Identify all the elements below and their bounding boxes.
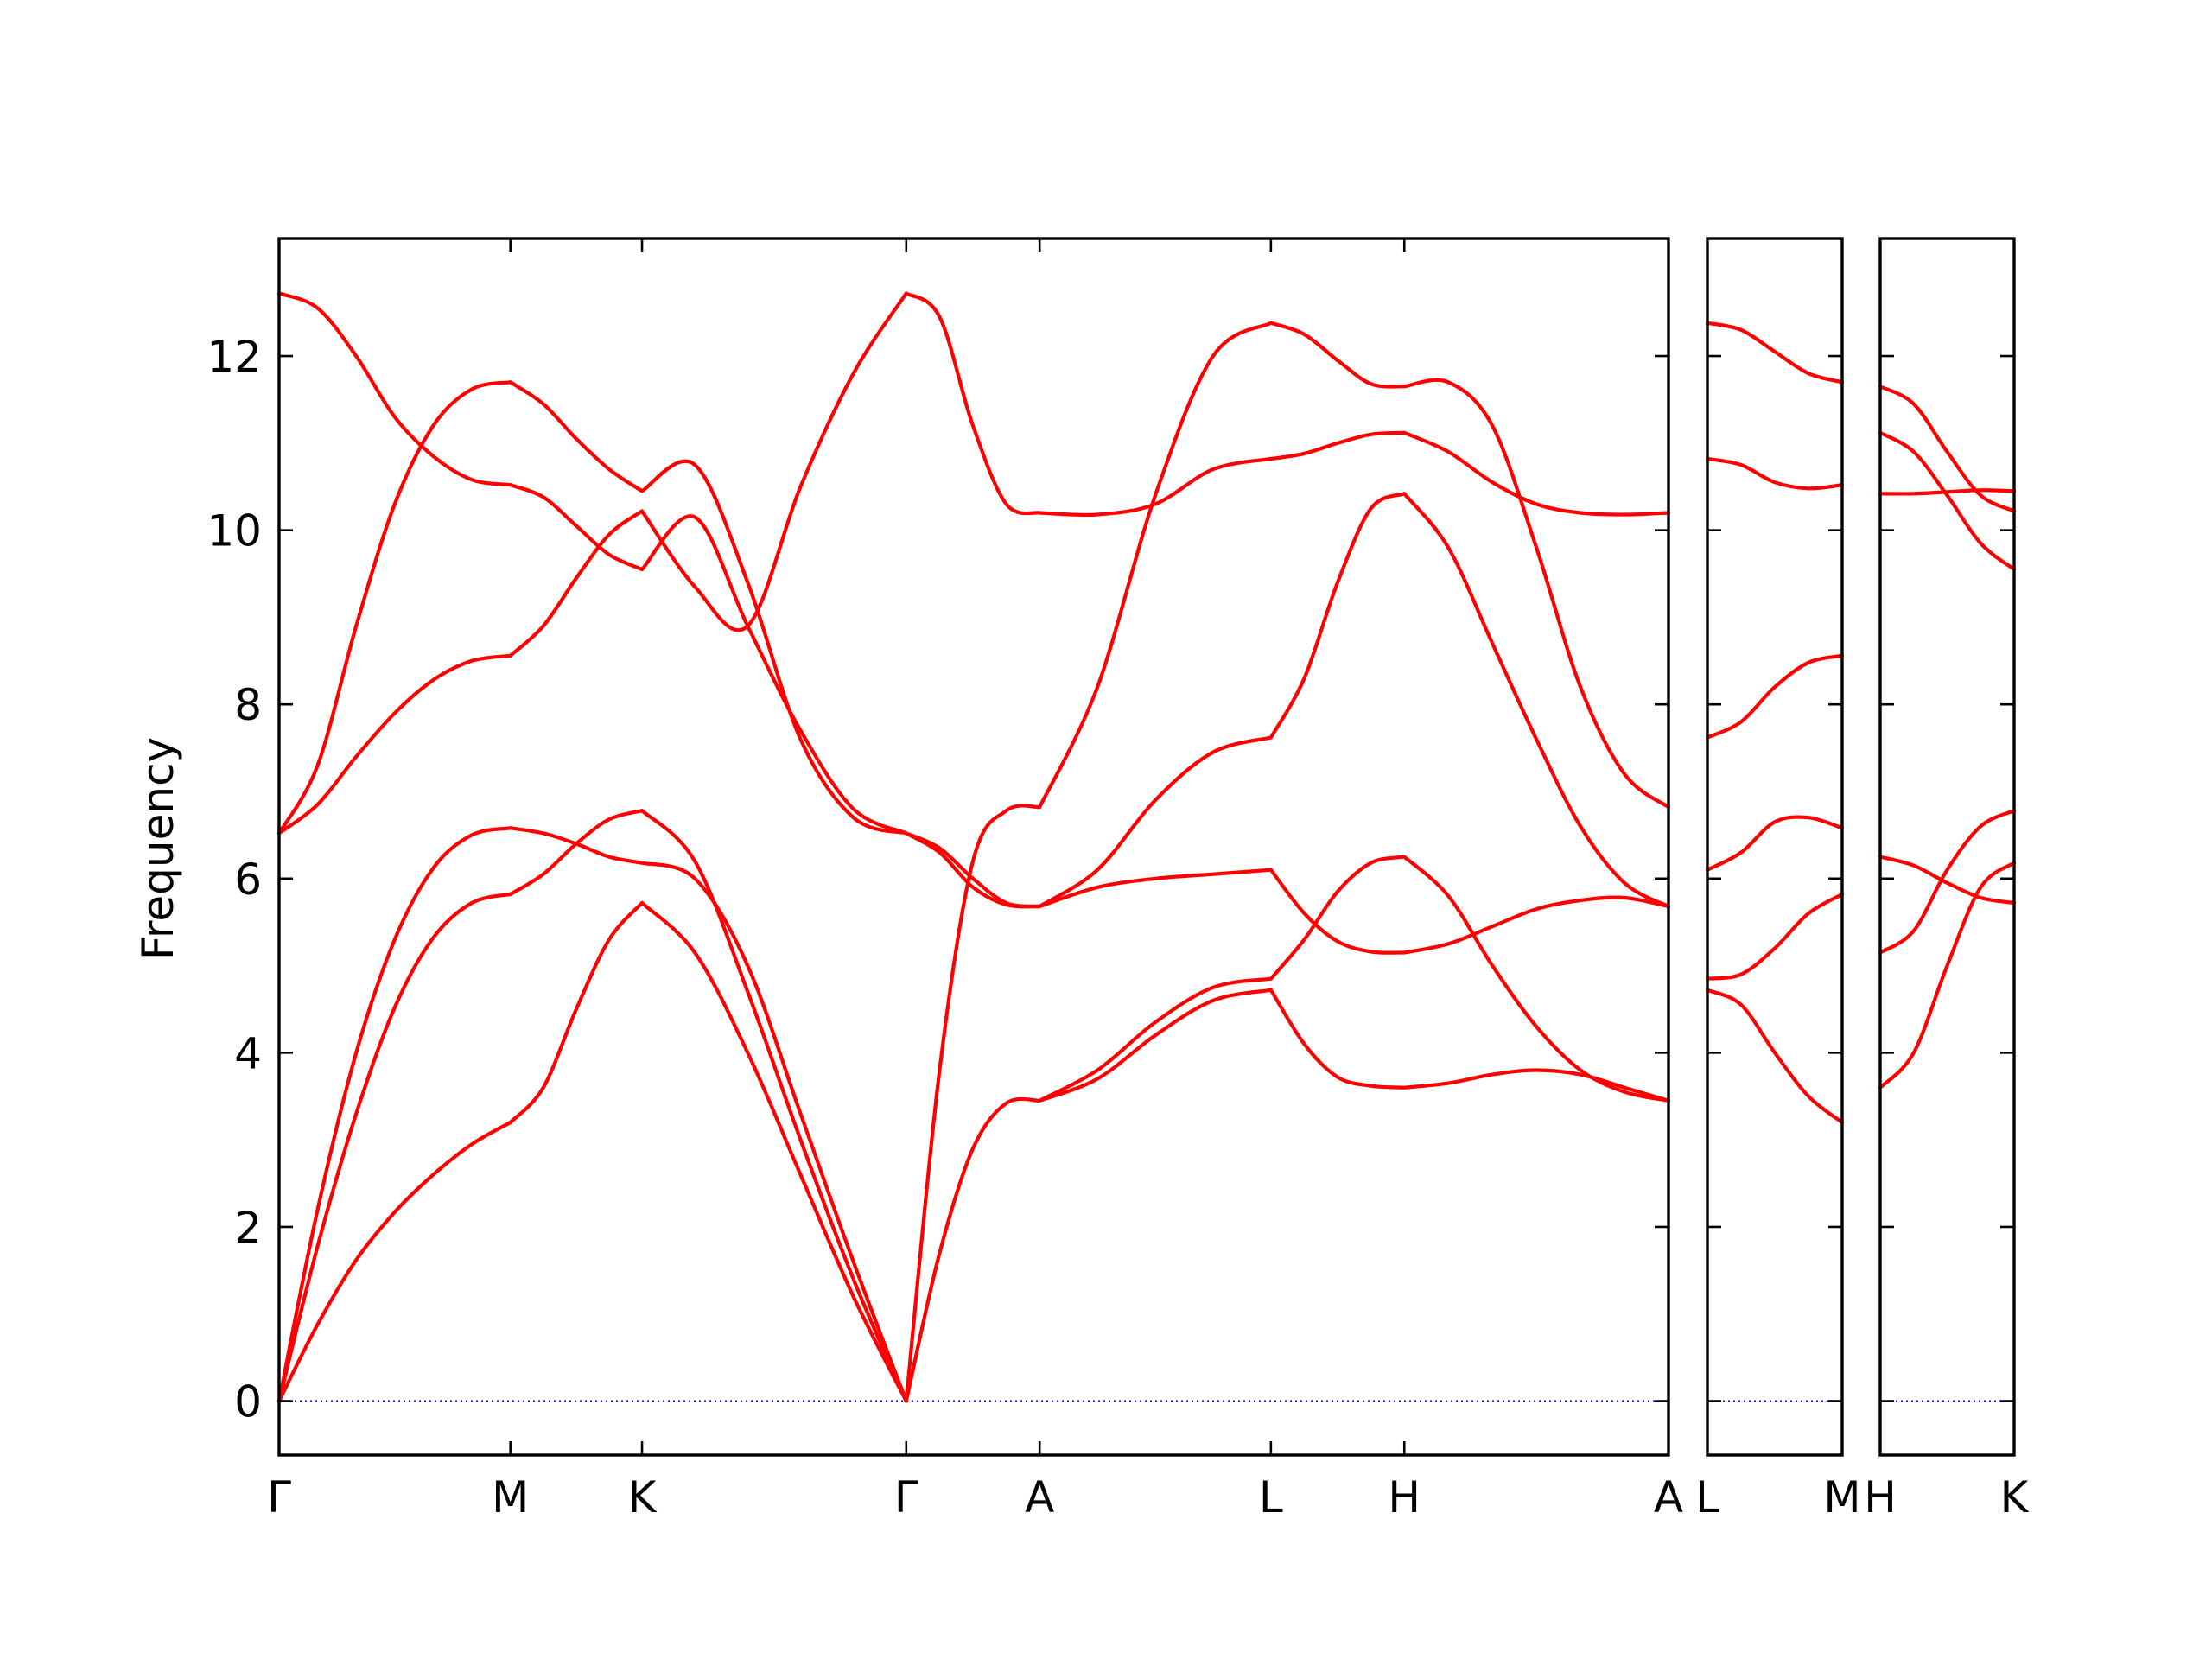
- x-tick-label: H: [1864, 1472, 1897, 1522]
- band-line-Γ-M-4: [276, 653, 512, 836]
- x-tick-label: M: [1823, 1472, 1860, 1522]
- band-line-H-A-6: [1402, 378, 1671, 810]
- band-line-Γ-M-2: [276, 892, 512, 1403]
- band-line-Γ-A-3: [904, 831, 1042, 909]
- x-tick-label: M: [492, 1472, 529, 1522]
- band-line-H-K-1: [1878, 861, 2017, 1090]
- band-line-Γ-A-2: [904, 804, 1042, 1403]
- band-line-H-A-2: [1402, 855, 1671, 1103]
- band-line-M-K-3: [508, 826, 645, 865]
- band-line-L-H-1: [1268, 988, 1407, 1090]
- band-line-H-K-5: [1878, 430, 2017, 572]
- band-line-L-H-4: [1268, 492, 1407, 740]
- band-line-L-M-4: [1705, 653, 1845, 740]
- band-line-M-K-5: [508, 380, 645, 493]
- band-line-L-H-3: [1268, 868, 1407, 955]
- band-line-H-A-3: [1402, 895, 1671, 955]
- band-line-A-L-3: [1038, 868, 1273, 909]
- y-tick-label: 12: [207, 332, 262, 382]
- band-line-M-K-6: [508, 483, 645, 572]
- band-line-H-K-3: [1878, 855, 2017, 906]
- band-line-K-Γ-2: [639, 809, 908, 1403]
- band-line-M-K-1: [508, 900, 645, 1125]
- band-line-H-A-1: [1402, 1068, 1671, 1103]
- band-line-H-A-5: [1402, 430, 1671, 517]
- panel-frame: [277, 237, 1670, 1457]
- band-line-L-M-5: [1705, 456, 1845, 491]
- x-tick-label: Γ: [267, 1472, 291, 1522]
- x-tick-label: A: [1025, 1472, 1054, 1522]
- y-axis-title: Frequency: [133, 737, 183, 960]
- x-tick-label: L: [1695, 1472, 1719, 1522]
- band-line-L-H-6: [1268, 321, 1407, 389]
- band-line-Γ-M-6: [276, 291, 512, 487]
- band-line-Γ-A-4: [904, 831, 1042, 909]
- band-line-K-Γ-5: [639, 459, 908, 836]
- band-line-L-M-2: [1705, 892, 1845, 981]
- y-tick-label: 6: [234, 855, 262, 905]
- band-line-A-L-2: [1038, 976, 1273, 1103]
- x-tick-label: K: [2000, 1472, 2030, 1522]
- panel-frame: [1878, 237, 2016, 1457]
- band-line-K-Γ-3: [639, 861, 908, 1403]
- band-line-A-L-1: [1038, 988, 1273, 1103]
- band-line-Γ-M-5: [276, 380, 512, 836]
- y-tick-label: 2: [234, 1203, 262, 1253]
- x-tick-label: L: [1259, 1472, 1283, 1522]
- x-tick-label: A: [1654, 1472, 1683, 1522]
- band-line-A-L-4: [1038, 735, 1273, 909]
- y-tick-label: 10: [207, 506, 262, 556]
- band-line-H-K-6: [1878, 385, 2017, 513]
- band-line-L-M-6: [1705, 321, 1845, 385]
- band-line-K-Γ-6: [639, 291, 908, 632]
- panel-frame: [1706, 237, 1844, 1457]
- band-line-H-K-2: [1878, 809, 2017, 955]
- band-line-Γ-M-3: [276, 826, 512, 1403]
- band-line-L-M-3: [1705, 815, 1845, 872]
- band-line-Γ-A-1: [904, 1096, 1042, 1403]
- band-line-Γ-M-1: [276, 1120, 512, 1403]
- band-line-H-A-4: [1402, 492, 1671, 909]
- band-line-M-K-2: [508, 809, 645, 896]
- band-line-M-K-4: [508, 509, 645, 658]
- band-line-K-Γ-4: [639, 514, 908, 836]
- band-line-Γ-A-5: [904, 291, 1042, 516]
- band-line-L-H-5: [1268, 430, 1407, 461]
- band-line-K-Γ-1: [639, 900, 908, 1403]
- y-tick-label: 0: [234, 1377, 262, 1427]
- band-line-A-L-6: [1038, 456, 1273, 518]
- x-tick-label: H: [1388, 1472, 1421, 1522]
- band-line-H-K-4: [1878, 488, 2017, 496]
- band-line-A-L-5: [1038, 321, 1273, 810]
- y-tick-label: 8: [234, 680, 262, 730]
- band-line-L-M-1: [1705, 988, 1845, 1125]
- x-tick-label: K: [628, 1472, 658, 1522]
- y-tick-label: 4: [234, 1028, 262, 1078]
- x-tick-label: Γ: [894, 1472, 918, 1522]
- band-line-L-H-2: [1268, 855, 1407, 981]
